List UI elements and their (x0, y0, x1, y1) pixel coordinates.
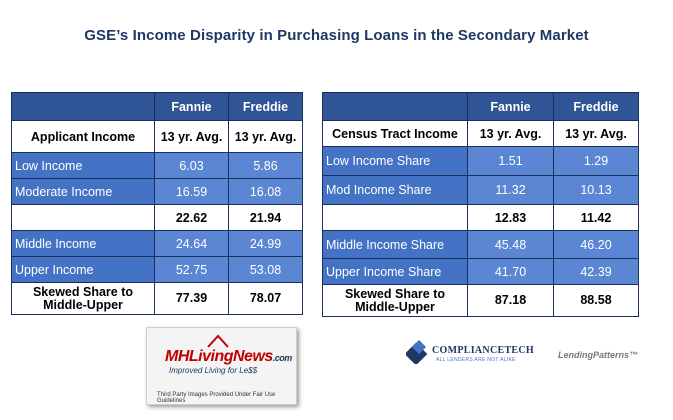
page-title: GSE’s Income Disparity in Purchasing Loa… (84, 27, 589, 44)
fannie-value: 6.03 (154, 152, 229, 179)
freddie-avg-heading: 13 yr. Avg. (228, 120, 303, 153)
census-income-heading: Census Tract Income (322, 120, 468, 147)
fannie-value: 12.83 (467, 204, 554, 231)
applicant-income-heading: Applicant Income (11, 120, 155, 153)
fannie-value: 41.70 (467, 258, 554, 285)
table-row: Skewed Share to Middle-Upper 87.18 88.58 (322, 284, 639, 317)
freddie-value: 5.86 (228, 152, 303, 179)
table-row: Skewed Share to Middle-Upper 77.39 78.07 (11, 282, 303, 315)
table-row: Moderate Income 16.59 16.08 (11, 178, 303, 205)
freddie-value: 10.13 (553, 175, 639, 205)
freddie-value: 88.58 (553, 284, 639, 317)
freddie-value: 46.20 (553, 230, 639, 259)
fair-use-caption: Third Party Images Provided Under Fair U… (157, 392, 276, 404)
table-row: Upper Income 52.75 53.08 (11, 256, 303, 283)
fannie-value: 45.48 (467, 230, 554, 259)
table-row: 22.62 21.94 (11, 204, 303, 231)
table-row: Middle Income 24.64 24.99 (11, 230, 303, 257)
table-row: Upper Income Share 41.70 42.39 (322, 258, 639, 285)
mh-tagline: Improved Living for Le$$ (169, 366, 258, 375)
header-blank-cell (11, 92, 155, 121)
freddie-value: 42.39 (553, 258, 639, 285)
fannie-value: 77.39 (154, 282, 229, 315)
fannie-value: 24.64 (154, 230, 229, 257)
fannie-avg-heading: 13 yr. Avg. (467, 120, 554, 147)
compliancetech-logo: COMPLIANCETECH (432, 345, 534, 356)
table-row: 12.83 11.42 (322, 204, 639, 231)
header-blank-cell (322, 92, 468, 121)
fannie-value: 16.59 (154, 178, 229, 205)
freddie-value: 11.42 (553, 204, 639, 231)
col-freddie: Freddie (553, 92, 639, 121)
row-label: Skewed Share to Middle-Upper (11, 282, 155, 315)
freddie-value: 78.07 (228, 282, 303, 315)
compliancetech-tagline: ALL LENDERS ARE NOT ALIKE (436, 357, 516, 363)
mh-logo-suffix: .com (272, 353, 293, 363)
fannie-value: 22.62 (154, 204, 229, 231)
fannie-value: 87.18 (467, 284, 554, 317)
fannie-avg-heading: 13 yr. Avg. (154, 120, 229, 153)
mhlivingnews-logo-box: MHLivingNews.com Improved Living for Le$… (146, 327, 297, 405)
mhlivingnews-logo: MHLivingNews.com (165, 348, 292, 366)
row-label: Mod Income Share (322, 175, 468, 205)
row-label: Low Income Share (322, 146, 468, 176)
row-label (11, 204, 155, 231)
row-label: Middle Income Share (322, 230, 468, 259)
row-label: Upper Income (11, 256, 155, 283)
row-label: Middle Income (11, 230, 155, 257)
fannie-value: 11.32 (467, 175, 554, 205)
freddie-avg-heading: 13 yr. Avg. (553, 120, 639, 147)
freddie-value: 53.08 (228, 256, 303, 283)
table-row: Middle Income Share 45.48 46.20 (322, 230, 639, 259)
freddie-value: 21.94 (228, 204, 303, 231)
col-freddie: Freddie (228, 92, 303, 121)
applicant-income-table: Fannie Freddie Applicant Income 13 yr. A… (11, 92, 303, 315)
compliancetech-icon (406, 340, 428, 364)
table-row: Low Income 6.03 5.86 (11, 152, 303, 179)
freddie-value: 24.99 (228, 230, 303, 257)
row-label: Moderate Income (11, 178, 155, 205)
census-tract-income-table: Fannie Freddie Census Tract Income 13 yr… (322, 92, 639, 317)
mh-logo-name: MHLivingNews (165, 348, 273, 365)
col-fannie: Fannie (467, 92, 554, 121)
lendingpatterns-logo: LendingPatterns™ (558, 350, 639, 360)
freddie-value: 1.29 (553, 146, 639, 176)
row-label (322, 204, 468, 231)
freddie-value: 16.08 (228, 178, 303, 205)
row-label: Low Income (11, 152, 155, 179)
table-row: Mod Income Share 11.32 10.13 (322, 175, 639, 205)
table-row: Low Income Share 1.51 1.29 (322, 146, 639, 176)
house-roof-icon (207, 334, 229, 348)
col-fannie: Fannie (154, 92, 229, 121)
fannie-value: 1.51 (467, 146, 554, 176)
row-label: Upper Income Share (322, 258, 468, 285)
row-label: Skewed Share to Middle-Upper (322, 284, 468, 317)
fannie-value: 52.75 (154, 256, 229, 283)
